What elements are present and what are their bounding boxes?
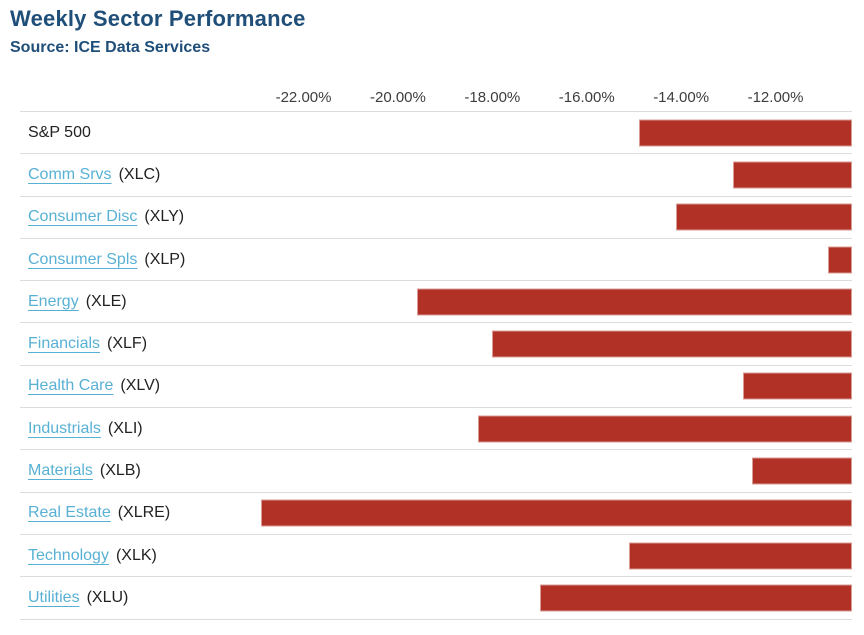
sector-link[interactable]: Utilities bbox=[28, 588, 80, 606]
performance-bar bbox=[492, 330, 852, 358]
ticker-label: (XLE) bbox=[85, 292, 127, 310]
performance-bar bbox=[827, 246, 852, 274]
x-axis-tick: -20.00% bbox=[369, 89, 426, 106]
performance-bar bbox=[416, 288, 852, 316]
x-axis: -22.00% -20.00% -18.00% -16.00% -14.00% -12.0… bbox=[20, 83, 852, 111]
performance-bar bbox=[638, 119, 852, 147]
sector-row: Utilities (XLU) bbox=[20, 577, 852, 620]
sector-link[interactable]: Comm Srvs bbox=[28, 165, 112, 183]
x-axis-tick: -18.00% bbox=[464, 89, 521, 106]
sector-link[interactable]: Consumer Disc bbox=[28, 208, 138, 226]
ticker-label: (XLK) bbox=[115, 546, 157, 564]
x-axis-tick: -14.00% bbox=[653, 89, 710, 106]
x-axis-tick: -22.00% bbox=[275, 89, 332, 106]
x-axis-tick: -12.00% bbox=[747, 89, 804, 106]
ticker-label: (XLC) bbox=[118, 165, 161, 183]
sector-link[interactable]: Financials bbox=[28, 335, 101, 353]
ticker-label: (XLRE) bbox=[117, 504, 171, 522]
performance-bar bbox=[742, 372, 852, 400]
ticker-label: (XLY) bbox=[144, 208, 185, 226]
sector-row: Energy (XLE) bbox=[20, 281, 852, 324]
ticker-label: (XLP) bbox=[144, 250, 186, 268]
sector-row: Consumer Disc (XLY) bbox=[20, 197, 852, 239]
sector-link[interactable]: Technology bbox=[28, 546, 109, 564]
ticker-label: (XLB) bbox=[99, 462, 141, 480]
performance-bar bbox=[676, 203, 852, 231]
performance-bar bbox=[539, 584, 852, 612]
sector-row: Financials (XLF) bbox=[20, 323, 852, 366]
page-subtitle: Source: ICE Data Services bbox=[10, 39, 211, 56]
sector-link[interactable]: Energy bbox=[28, 292, 79, 310]
page-title: Weekly Sector Performance bbox=[10, 6, 306, 31]
sector-performance-chart: -22.00% -20.00% -18.00% -16.00% -14.00% -12.0… bbox=[20, 83, 852, 620]
sector-link[interactable]: Consumer Spls bbox=[28, 250, 138, 268]
sector-row: Health Care (XLV) bbox=[20, 366, 852, 409]
sector-row: Technology (XLK) bbox=[20, 535, 852, 578]
ticker-label: (XLU) bbox=[86, 588, 129, 606]
sector-row: Industrials (XLI) bbox=[20, 408, 852, 451]
sector-link[interactable]: Industrials bbox=[28, 419, 101, 437]
sector-row: Consumer Spls (XLP) bbox=[20, 239, 852, 282]
sector-link[interactable]: Materials bbox=[28, 462, 93, 480]
sector-link[interactable]: Real Estate bbox=[28, 504, 111, 522]
sector-link[interactable]: Health Care bbox=[28, 377, 114, 395]
chart-rows: S&P 500 Comm Srvs (XLC) Consumer Disc (XLY) C… bbox=[20, 111, 852, 620]
sector-label: S&P 500 bbox=[28, 123, 91, 141]
ticker-label: (XLI) bbox=[107, 419, 143, 437]
x-axis-tick: -16.00% bbox=[558, 89, 615, 106]
performance-bar bbox=[629, 542, 852, 570]
ticker-label: (XLV) bbox=[120, 377, 161, 395]
performance-bar bbox=[261, 499, 852, 527]
sector-row: Materials (XLB) bbox=[20, 450, 852, 493]
performance-bar bbox=[478, 415, 852, 443]
performance-bar bbox=[733, 161, 852, 189]
sector-row: Real Estate (XLRE) bbox=[20, 493, 852, 535]
performance-bar bbox=[751, 457, 852, 485]
sector-row: S&P 500 bbox=[20, 112, 852, 155]
ticker-label: (XLF) bbox=[107, 335, 148, 353]
sector-row: Comm Srvs (XLC) bbox=[20, 154, 852, 197]
